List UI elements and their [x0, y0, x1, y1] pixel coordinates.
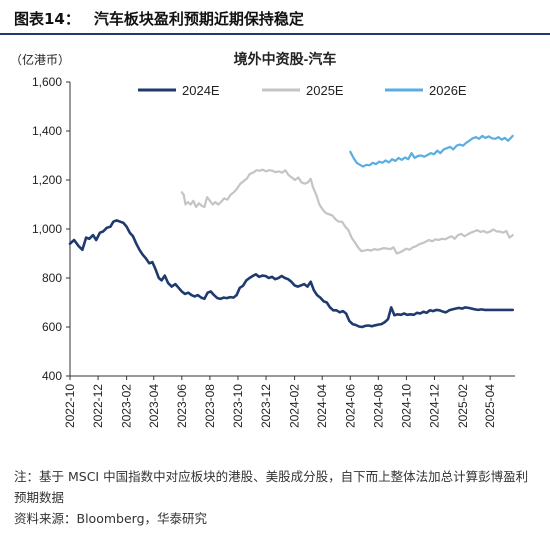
line-chart: （亿港币） 境外中资股-汽车 2024E 2025E 2026E 400 600 800… — [10, 51, 515, 428]
x-tick-label: 2023-04 — [147, 384, 161, 428]
x-tick-label: 2022-12 — [91, 384, 105, 428]
legend-label-2025E: 2025E — [306, 83, 344, 98]
y-tick-label: 800 — [42, 271, 62, 285]
legend-label-2024E: 2024E — [182, 83, 220, 98]
series-lines — [68, 134, 515, 329]
x-tick-label: 2023-08 — [203, 384, 217, 428]
x-tick-label: 2024-04 — [315, 384, 329, 428]
x-tick-label: 2023-06 — [175, 384, 189, 428]
x-tick-label: 2025-02 — [456, 384, 470, 428]
chart-source: 资料来源：Bloomberg，华泰研究 — [14, 511, 207, 526]
chart-notes: 注：基于 MSCI 中国指数中对应板块的港股、美股成分股，自下而上整体法加总计算… — [14, 469, 529, 505]
series-line-2024E — [68, 219, 515, 329]
axes: 400 600 800 1,000 1,200 1,400 1,600 2022-10 2022… — [32, 75, 515, 428]
y-tick-label: 1,200 — [32, 173, 62, 187]
x-tick-label: 2024-08 — [371, 384, 385, 428]
y-tick-label: 1,600 — [32, 75, 62, 89]
x-tick-label: 2022-10 — [63, 384, 77, 428]
y-tick-label: 400 — [42, 369, 62, 383]
y-tick-label: 600 — [42, 320, 62, 334]
legend: 2024E 2025E 2026E — [138, 83, 467, 98]
x-tick-label: 2023-10 — [231, 384, 245, 428]
x-tick-label: 2023-12 — [259, 384, 273, 428]
y-unit-label: （亿港币） — [10, 52, 70, 67]
chart-title: 境外中资股-汽车 — [234, 51, 337, 67]
y-tick-label: 1,000 — [32, 222, 62, 236]
x-tick-label: 2024-12 — [427, 384, 441, 428]
legend-label-2026E: 2026E — [429, 83, 467, 98]
x-tick-label: 2023-02 — [120, 384, 134, 428]
x-tick-label: 2024-02 — [288, 384, 302, 428]
header-rule — [0, 33, 550, 35]
figure-title: 图表14： 汽车板块盈利预期近期保持稳定 — [14, 8, 304, 29]
figure-title-text: 汽车板块盈利预期近期保持稳定 — [93, 10, 304, 28]
x-tick-label: 2025-04 — [483, 384, 497, 428]
figure-header: 图表14： 汽车板块盈利预期近期保持稳定 — [0, 0, 550, 35]
y-tick-label: 1,400 — [32, 124, 62, 138]
x-tick-label: 2024-06 — [343, 384, 357, 428]
series-line-2026E — [349, 134, 514, 168]
series-line-2025E — [180, 168, 514, 255]
figure-label: 图表14： — [14, 10, 80, 28]
x-tick-label: 2024-10 — [399, 384, 413, 428]
